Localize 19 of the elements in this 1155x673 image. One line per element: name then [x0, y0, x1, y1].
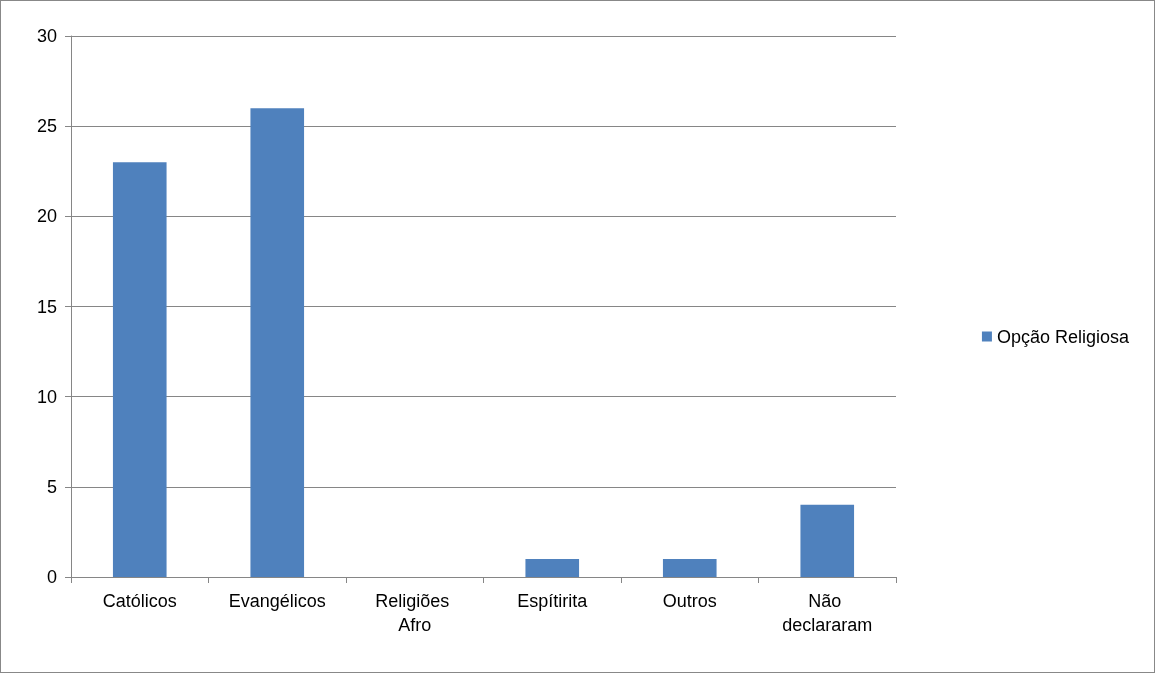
y-tick-label: 5 [46, 476, 57, 497]
legend-label: Opção Religiosa [996, 326, 1130, 347]
x-tick-label: Outros [662, 591, 717, 611]
bar [525, 558, 580, 577]
x-tick-label: Espítirita [517, 591, 589, 611]
y-tick-label: 15 [36, 296, 57, 317]
bar [662, 558, 717, 577]
x-tick-label: Evangélicos [228, 591, 326, 611]
y-tick-label: 10 [36, 386, 57, 407]
bar [250, 108, 305, 577]
y-tick-label: 30 [36, 26, 57, 46]
bar [112, 162, 167, 577]
y-tick-label: 25 [36, 116, 57, 137]
y-tick-label: 0 [46, 567, 57, 587]
x-tick-label: Religiões Afro [375, 591, 455, 635]
bar [800, 504, 855, 577]
x-tick-label: Católicos [102, 591, 177, 611]
y-tick-label: 20 [36, 206, 57, 227]
x-tick-label: Não declararam [782, 591, 873, 635]
